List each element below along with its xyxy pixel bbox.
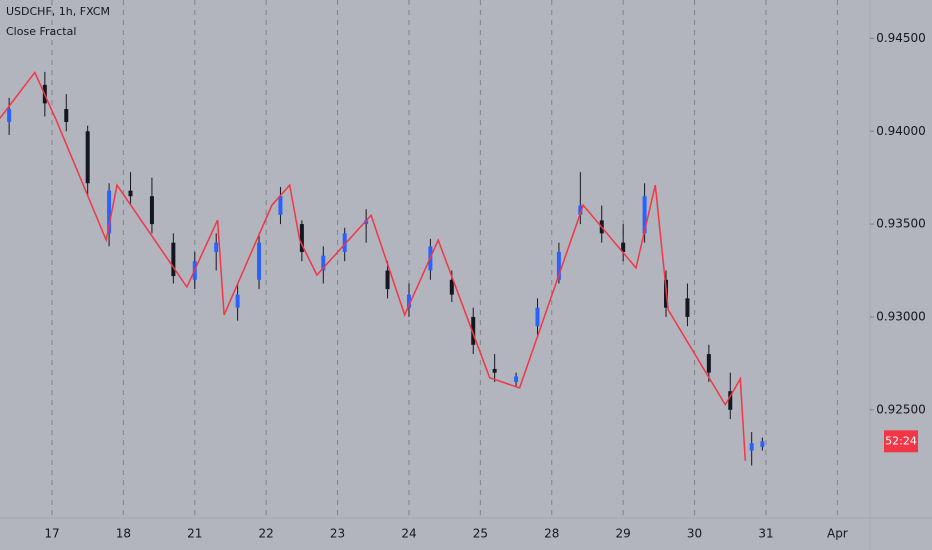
candle-body (278, 196, 283, 215)
candle-body (107, 190, 112, 234)
candle-body (685, 298, 690, 317)
candle-body (728, 391, 733, 410)
candle-body (385, 270, 390, 290)
candle-body (514, 376, 519, 382)
candle-body (642, 196, 647, 234)
x-tick-label: 24 (401, 527, 416, 541)
candle-body (578, 205, 583, 215)
indicator-label: Close Fractal (6, 25, 76, 38)
candle-body (621, 242, 626, 252)
chart-title: USDCHF, 1h, FXCM (6, 5, 110, 18)
candle-body (364, 220, 369, 225)
candle-body (535, 307, 540, 327)
candle-body (214, 242, 219, 252)
candle-body (706, 354, 711, 373)
candle-body (760, 441, 765, 447)
candle-body (7, 108, 12, 122)
x-tick-label: 30 (687, 527, 702, 541)
x-tick-label: 21 (187, 527, 202, 541)
y-tick-label: 0.93000 (876, 309, 926, 323)
x-tick-label: 22 (259, 527, 274, 541)
y-tick-label: 0.94000 (876, 124, 926, 138)
x-tick-label: 28 (544, 527, 559, 541)
zigzag-line (0, 70, 747, 461)
grid (51, 0, 838, 518)
candle-body (128, 190, 133, 197)
candle-body (64, 108, 69, 122)
candle-body (749, 443, 754, 451)
y-tick-label: 0.94500 (876, 31, 926, 45)
candle-body (171, 242, 176, 277)
candle-body (235, 294, 240, 308)
candle-body (299, 224, 304, 252)
candle-body (471, 316, 476, 345)
candle-body (342, 233, 347, 252)
x-tick-label: 29 (616, 527, 631, 541)
x-tick-label: 23 (330, 527, 345, 541)
countdown-label: 52:24 (885, 434, 917, 447)
x-tick-label: 25 (473, 527, 488, 541)
plot (0, 70, 765, 466)
x-tick-label: Apr (827, 527, 848, 541)
candle-body (406, 294, 411, 308)
y-tick-label: 0.92500 (876, 402, 926, 416)
y-tick-label: 0.93500 (876, 217, 926, 231)
candle-body (149, 196, 154, 225)
x-tick-label: 31 (758, 527, 773, 541)
x-tick-label: 18 (116, 527, 131, 541)
candle-body (556, 251, 561, 280)
price-tag (884, 430, 918, 453)
candle-body (449, 279, 454, 295)
candle-body (257, 242, 262, 280)
candle-body (85, 131, 90, 184)
candle-body (492, 368, 497, 373)
x-tick-label: 17 (44, 527, 59, 541)
candle-body (321, 255, 326, 271)
